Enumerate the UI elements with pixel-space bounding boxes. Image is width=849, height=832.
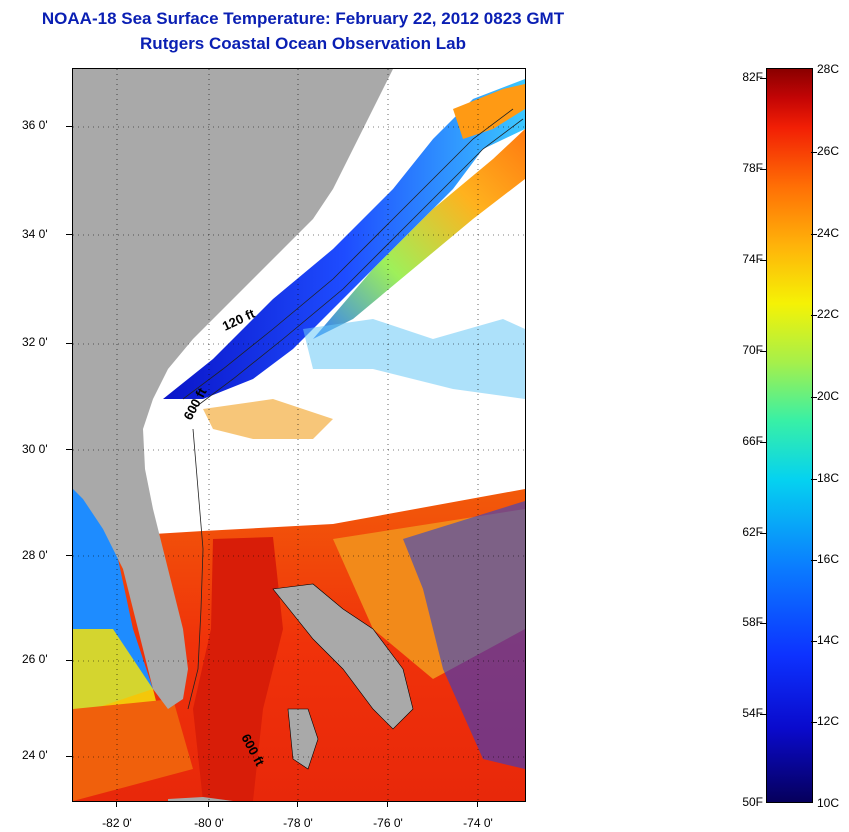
partial-sst-warm-streak [203, 399, 333, 439]
map-svg: 120 ft 600 ft 600 ft [73, 69, 525, 801]
lon-label: -76 0' [373, 816, 403, 830]
colorbar-tick [811, 152, 817, 153]
lon-label: -82 0' [102, 816, 132, 830]
colorbar-f-label: 62F [742, 525, 763, 539]
lat-label: 34 0' [22, 227, 48, 241]
lat-label: 30 0' [22, 442, 48, 456]
title-line-2: Rutgers Coastal Ocean Observation Lab [140, 34, 466, 53]
gulf-stream-core [193, 537, 283, 801]
colorbar-f-label: 66F [742, 434, 763, 448]
colorbar-tick [760, 169, 766, 170]
colorbar-tick [811, 315, 817, 316]
colorbar-tick [811, 397, 817, 398]
cold-shelf-water [163, 79, 525, 399]
map-grid [73, 69, 525, 801]
colorbar-c-label: 18C [817, 471, 840, 485]
colorbar-f-label: 78F [742, 161, 763, 175]
colorbar-c-label: 26C [817, 144, 840, 158]
sea-surface-temperature-map: 120 ft 600 ft 600 ft [72, 68, 526, 802]
contour-600ft [192, 118, 524, 410]
andros-island [287, 708, 319, 770]
colorbar-tick [811, 234, 817, 235]
colorbar-tick [811, 722, 817, 723]
tick-mark [66, 756, 72, 757]
tick-mark [66, 449, 72, 450]
colorbar-tick [760, 78, 766, 79]
colorbar-tick [760, 442, 766, 443]
colorbar-c-label: 28C [817, 62, 840, 76]
colorbar-tick [760, 260, 766, 261]
contour-120ft [182, 108, 514, 400]
colorbar-tick [760, 533, 766, 534]
temperature-colorbar [766, 68, 813, 803]
tick-mark [66, 234, 72, 235]
tick-mark [208, 801, 209, 807]
land-mass [73, 69, 393, 709]
colorbar-f-label: 74F [742, 252, 763, 266]
colorbar-tick [760, 623, 766, 624]
tick-mark [66, 343, 72, 344]
colorbar-tick [811, 560, 817, 561]
tick-mark [297, 801, 298, 807]
colorbar-f-label: 50F [742, 795, 763, 809]
colorbar-f-label: 54F [742, 706, 763, 720]
gulf-stream-north [313, 129, 525, 339]
map-title: NOAA-18 Sea Surface Temperature: Februar… [8, 6, 598, 56]
lat-label: 24 0' [22, 748, 48, 762]
tick-mark [477, 801, 478, 807]
warm-filament-north [453, 84, 525, 139]
bahamas-islands [272, 583, 414, 730]
colorbar-c-label: 22C [817, 307, 840, 321]
lon-label: -80 0' [194, 816, 224, 830]
colorbar-f-label: 82F [742, 70, 763, 84]
colorbar-c-label: 10C [817, 796, 840, 810]
lat-label: 32 0' [22, 335, 48, 349]
tick-mark [66, 555, 72, 556]
tick-mark [116, 801, 117, 807]
tick-mark [387, 801, 388, 807]
contour-florida-shelf [187, 428, 204, 710]
colorbar-tick [811, 641, 817, 642]
cold-patch-east [403, 501, 525, 769]
tick-mark [66, 660, 72, 661]
partial-sst-midlatitude [303, 319, 525, 399]
tick-mark [66, 126, 72, 127]
colorbar-tick [760, 714, 766, 715]
colorbar-c-label: 20C [817, 389, 840, 403]
colorbar-tick [811, 479, 817, 480]
colorbar-f-label: 70F [742, 343, 763, 357]
lat-label: 36 0' [22, 118, 48, 132]
lat-label: 26 0' [22, 652, 48, 666]
colorbar-c-label: 16C [817, 552, 840, 566]
colorbar-c-label: 14C [817, 633, 840, 647]
florida-keys-water [73, 699, 193, 801]
colorbar-c-label: 24C [817, 226, 840, 240]
colorbar-tick [760, 351, 766, 352]
lon-label: -78 0' [283, 816, 313, 830]
lat-label: 28 0' [22, 548, 48, 562]
title-line-1: NOAA-18 Sea Surface Temperature: Februar… [41, 9, 565, 28]
colorbar-c-label: 12C [817, 714, 840, 728]
lon-label: -74 0' [463, 816, 493, 830]
cuba-coast [168, 797, 233, 801]
colorbar-f-label: 58F [742, 615, 763, 629]
